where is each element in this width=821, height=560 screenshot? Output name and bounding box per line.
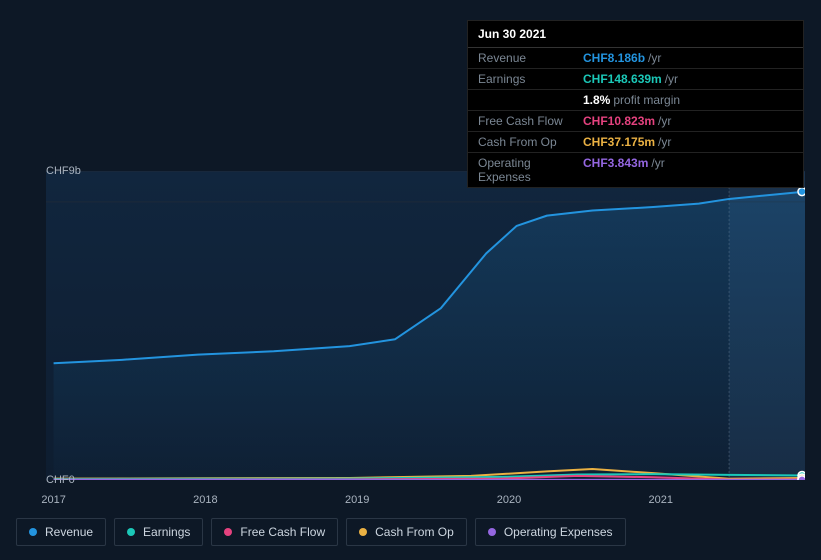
x-axis: 20172018201920202021 bbox=[46, 490, 805, 510]
tooltip-row-value: CHF148.639m/yr bbox=[583, 69, 803, 89]
legend-label: Revenue bbox=[45, 525, 93, 539]
legend-swatch bbox=[488, 528, 496, 536]
tooltip-row-label: Cash From Op bbox=[468, 132, 583, 152]
legend-label: Earnings bbox=[143, 525, 190, 539]
legend-item-operating-expenses[interactable]: Operating Expenses bbox=[475, 518, 626, 546]
tooltip-row: RevenueCHF8.186b/yr bbox=[468, 48, 803, 68]
tooltip-row: 1.8%profit margin bbox=[468, 89, 803, 110]
legend-label: Cash From Op bbox=[375, 525, 454, 539]
tooltip-row-label: Revenue bbox=[468, 48, 583, 68]
x-axis-tick: 2020 bbox=[497, 494, 521, 506]
legend-item-cash-from-op[interactable]: Cash From Op bbox=[346, 518, 467, 546]
y-axis-max-label: CHF9b bbox=[46, 165, 81, 177]
y-axis-min-label: CHF0 bbox=[46, 474, 75, 486]
tooltip-row-value: CHF10.823m/yr bbox=[583, 111, 803, 131]
tooltip-row-value: CHF37.175m/yr bbox=[583, 132, 803, 152]
legend-label: Free Cash Flow bbox=[240, 525, 325, 539]
tooltip-row: EarningsCHF148.639m/yr bbox=[468, 68, 803, 89]
tooltip-row: Operating ExpensesCHF3.843m/yr bbox=[468, 152, 803, 187]
tooltip-row-label: Operating Expenses bbox=[468, 153, 583, 187]
tooltip-row-label bbox=[468, 90, 583, 110]
tooltip-row-value: 1.8%profit margin bbox=[583, 90, 803, 110]
legend-swatch bbox=[359, 528, 367, 536]
tooltip-row-value: CHF3.843m/yr bbox=[583, 153, 803, 187]
tooltip-row: Cash From OpCHF37.175m/yr bbox=[468, 131, 803, 152]
legend-item-revenue[interactable]: Revenue bbox=[16, 518, 106, 546]
x-axis-tick: 2021 bbox=[649, 494, 673, 506]
chart-plot[interactable]: CHF9b CHF0 bbox=[46, 171, 805, 480]
tooltip-row-label: Free Cash Flow bbox=[468, 111, 583, 131]
legend-item-free-cash-flow[interactable]: Free Cash Flow bbox=[211, 518, 338, 546]
legend-swatch bbox=[224, 528, 232, 536]
legend-label: Operating Expenses bbox=[504, 525, 613, 539]
tooltip-row-label: Earnings bbox=[468, 69, 583, 89]
x-axis-tick: 2017 bbox=[41, 494, 65, 506]
chart-tooltip: Jun 30 2021 RevenueCHF8.186b/yrEarningsC… bbox=[467, 20, 804, 188]
tooltip-date: Jun 30 2021 bbox=[468, 21, 803, 48]
legend-swatch bbox=[127, 528, 135, 536]
chart-container: CHF9b CHF0 2017 2018 2019 2020 2021 bbox=[16, 155, 805, 510]
x-axis-tick: 2019 bbox=[345, 494, 369, 506]
tooltip-row: Free Cash FlowCHF10.823m/yr bbox=[468, 110, 803, 131]
legend-swatch bbox=[29, 528, 37, 536]
tooltip-row-value: CHF8.186b/yr bbox=[583, 48, 803, 68]
legend-item-earnings[interactable]: Earnings bbox=[114, 518, 203, 546]
x-axis-tick: 2018 bbox=[193, 494, 217, 506]
chart-legend: Revenue Earnings Free Cash Flow Cash From O… bbox=[16, 518, 626, 546]
